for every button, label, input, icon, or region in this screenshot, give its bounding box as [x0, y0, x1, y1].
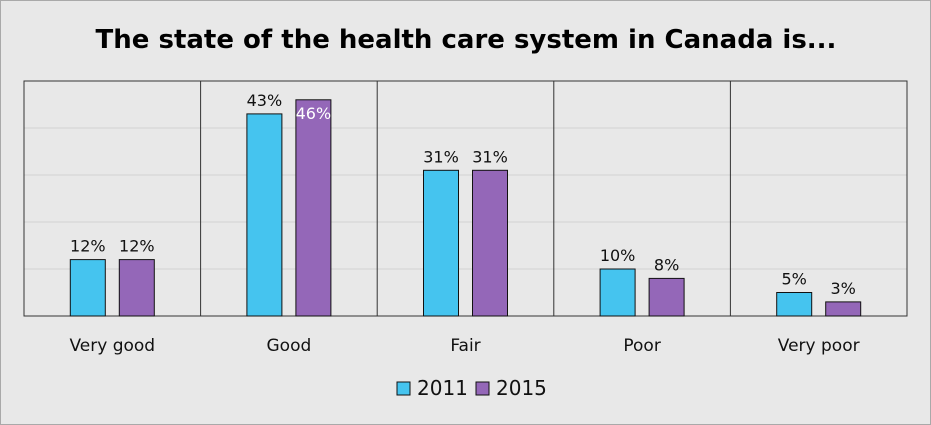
bar-2015-poor: [648, 277, 685, 317]
bar-2015-fair: [472, 169, 508, 317]
plot-area-border: [23, 80, 908, 317]
data-label: 12%: [119, 237, 155, 256]
chart-title: The state of the health care system in C…: [96, 25, 837, 55]
legend-swatch-2015: [475, 381, 490, 396]
data-label: 31%: [423, 147, 459, 166]
data-label: 12%: [70, 237, 106, 256]
bars-layer: [69, 99, 862, 317]
bar-2015-good: [295, 99, 332, 317]
data-label: 8%: [654, 255, 679, 274]
legend: 2011 2015: [396, 376, 547, 400]
data-label: 31%: [472, 147, 508, 166]
legend-entry-2015: 2015: [496, 376, 547, 400]
bar-2011-good: [246, 113, 283, 317]
data-label: 5%: [782, 270, 807, 289]
bar-2015-very-good: [118, 259, 155, 317]
grid-layer: [23, 80, 908, 317]
category-label: Poor: [623, 336, 660, 356]
category-label: Very good: [69, 336, 155, 356]
data-label: 3%: [831, 279, 856, 298]
bar-2011-very-poor: [776, 292, 813, 317]
bar-2011-very-good: [69, 259, 106, 317]
legend-entry-2011: 2011: [417, 376, 468, 400]
bar-2011-fair: [423, 169, 459, 317]
data-label: 43%: [247, 91, 283, 110]
category-label: Very poor: [778, 336, 860, 356]
labels-layer: 12% 12% 43% 46% 31% 31% 10% 8% 5% 3%: [70, 91, 856, 298]
bar-2011-poor: [599, 268, 636, 317]
category-axis: Very good Good Fair Poor Very poor: [69, 336, 859, 356]
category-label: Fair: [450, 336, 480, 356]
data-label: 10%: [600, 246, 636, 265]
category-label: Good: [267, 336, 312, 356]
bar-2015-very-poor: [825, 301, 862, 317]
data-label: 46%: [296, 104, 332, 123]
legend-swatch-2011: [396, 381, 411, 396]
